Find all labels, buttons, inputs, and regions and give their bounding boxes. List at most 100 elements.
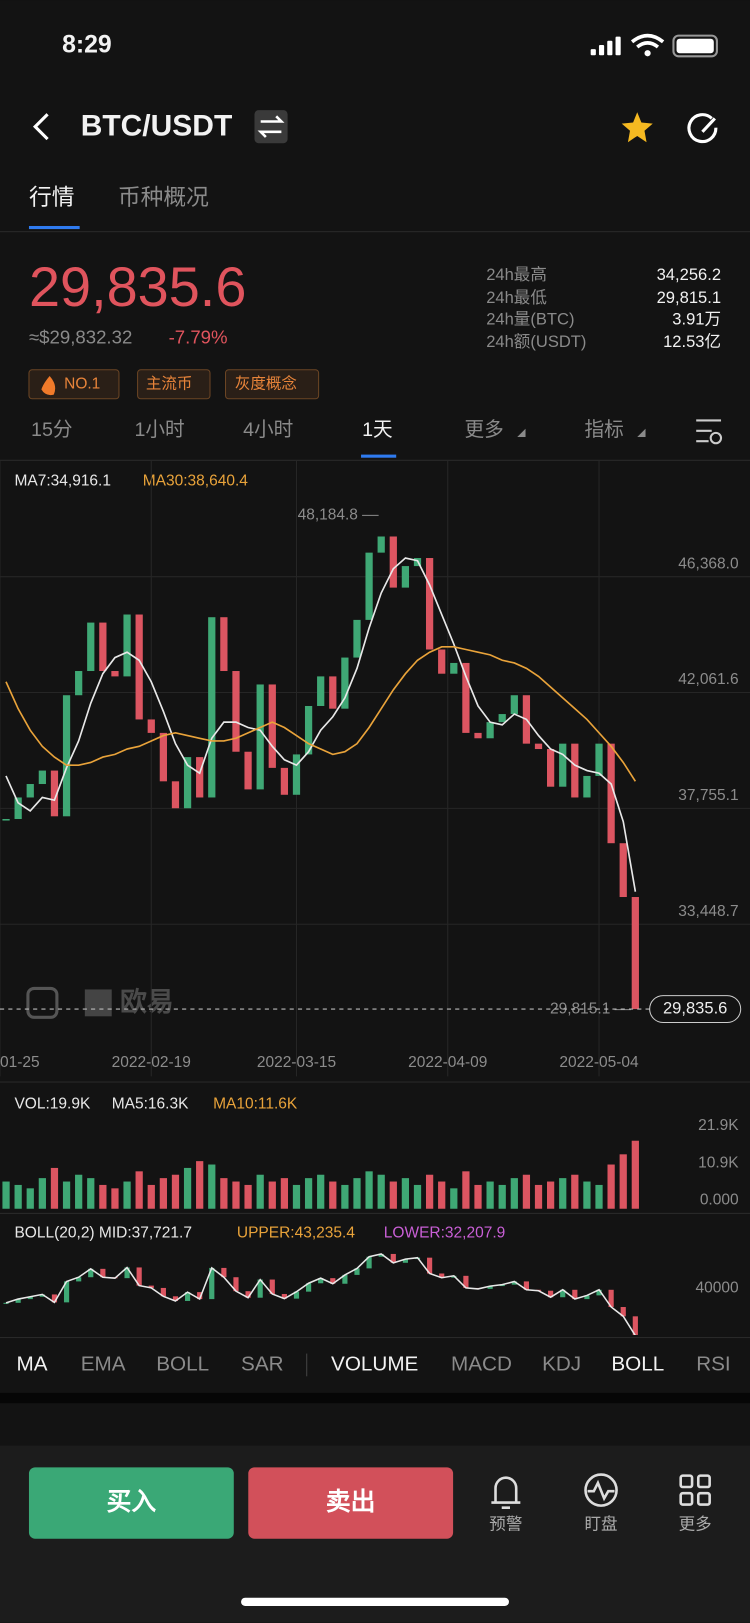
y-tick-label: 40000 [696, 1279, 739, 1296]
candle-body [87, 622, 95, 672]
interval[interactable]: 指标 [584, 419, 623, 441]
more-button[interactable] [679, 1474, 711, 1506]
volume-bar [159, 1178, 167, 1209]
volume-bars [2, 1140, 639, 1209]
stat-label: 24h最高 [486, 265, 547, 284]
settings-button[interactable] [696, 419, 722, 443]
y-tick-label: 37,755.1 [678, 787, 738, 804]
candle-body [486, 722, 494, 739]
y-tick-label: 46,368.0 [678, 555, 739, 572]
volume-bar [498, 1184, 506, 1209]
volume-bar [75, 1174, 83, 1209]
alert-button[interactable] [491, 1476, 521, 1509]
interval[interactable]: 4小时 [243, 419, 293, 441]
candle-body [14, 797, 22, 819]
volume-bar [256, 1174, 264, 1209]
candle-body [50, 770, 59, 817]
tab[interactable]: 行情 [29, 184, 75, 210]
share-button[interactable] [687, 113, 718, 144]
favorite-star[interactable] [621, 112, 653, 143]
interval[interactable]: 更多 [464, 419, 503, 441]
mini-candle [88, 1268, 94, 1278]
candle-body [353, 619, 361, 658]
back-button[interactable] [32, 113, 49, 141]
volume-bar [196, 1161, 204, 1209]
mini-candle [402, 1259, 408, 1263]
candle-body [571, 743, 579, 798]
mini-candle [197, 1292, 203, 1300]
flame-icon [41, 375, 56, 396]
candle-body [559, 743, 567, 787]
stat-label: 24h量(BTC) [486, 309, 574, 328]
interval[interactable]: 1小时 [134, 419, 184, 441]
mini-candle [632, 1316, 638, 1335]
pair-title: BTC/USDT [81, 110, 233, 143]
mini-candle [439, 1273, 445, 1278]
buy-label: 买入 [107, 1489, 157, 1516]
candle-body [62, 695, 71, 817]
volume-bar [317, 1174, 325, 1209]
indicator[interactable]: VOLUME [331, 1352, 418, 1375]
volume-bar [171, 1174, 180, 1209]
action-label: 盯盘 [584, 1515, 617, 1534]
indicator[interactable]: SAR [241, 1352, 284, 1375]
x-tick-label: 2022-02-19 [112, 1054, 191, 1071]
indicator[interactable]: BOLL [611, 1352, 664, 1375]
candle-body [135, 614, 143, 720]
swap-button[interactable] [254, 110, 288, 144]
volume-bar [14, 1184, 22, 1209]
legend-entry: VOL:19.9K [14, 1095, 90, 1112]
mini-candle [124, 1267, 130, 1279]
volume-bar [522, 1174, 531, 1209]
home-indicator [241, 1597, 509, 1606]
candle-body [111, 671, 119, 677]
interval[interactable]: 1天 [362, 419, 393, 441]
candle-body [510, 695, 518, 715]
volume-bar [486, 1181, 494, 1209]
volume-bar [607, 1164, 615, 1209]
mini-candle [427, 1257, 433, 1274]
legend-entry: MA5:16.3K [112, 1095, 189, 1112]
change-percent: -7.79% [169, 327, 228, 348]
legend-entry: LOWER:32,207.9 [384, 1225, 505, 1242]
candle-body [196, 757, 204, 798]
indicator[interactable]: KDJ [542, 1352, 581, 1375]
sell-button[interactable] [248, 1467, 454, 1539]
tab[interactable]: 币种概况 [118, 184, 209, 210]
volume-bar [619, 1154, 627, 1209]
legend-entry: MA7:34,916.1 [14, 473, 111, 490]
mini-candle [560, 1289, 566, 1298]
volume-bar [123, 1181, 131, 1209]
candle-body [123, 614, 131, 677]
action-label: 更多 [679, 1515, 712, 1534]
indicator[interactable]: MA [17, 1352, 48, 1375]
fullscreen-button[interactable] [26, 986, 59, 1019]
last-price: 29,835.6 [29, 255, 246, 318]
candle-body [534, 743, 543, 750]
mini-candle [160, 1287, 166, 1297]
candle-body [292, 754, 301, 795]
watch-button[interactable] [584, 1473, 618, 1507]
buy-button[interactable] [28, 1467, 234, 1539]
indicator[interactable]: EMA [81, 1352, 126, 1375]
legend-entry: BOLL(20,2) MID:37,721.7 [14, 1225, 192, 1242]
indicator[interactable]: RSI [696, 1352, 730, 1375]
candle-body [2, 818, 10, 821]
candle-body [365, 552, 373, 620]
candle-body [280, 767, 289, 795]
mini-candle [293, 1291, 300, 1299]
volume-bar [450, 1188, 458, 1209]
indicator[interactable]: BOLL [156, 1352, 209, 1375]
interval[interactable]: 15分 [31, 419, 73, 441]
volume-bar [62, 1181, 71, 1209]
legend-entry: MA30:38,640.4 [143, 473, 249, 490]
candle-body [462, 662, 470, 733]
x-tick-label: 2022-05-04 [559, 1054, 639, 1071]
volume-bar [583, 1181, 591, 1209]
x-tick-label: 2022-03-15 [257, 1054, 336, 1071]
candle-body [232, 671, 240, 752]
tag: NO.1 [64, 375, 100, 392]
candle-body [183, 757, 192, 809]
interval-bar: 15分 1小时 4小时 1天 更多 指标 [31, 419, 723, 458]
indicator[interactable]: MACD [451, 1352, 512, 1375]
